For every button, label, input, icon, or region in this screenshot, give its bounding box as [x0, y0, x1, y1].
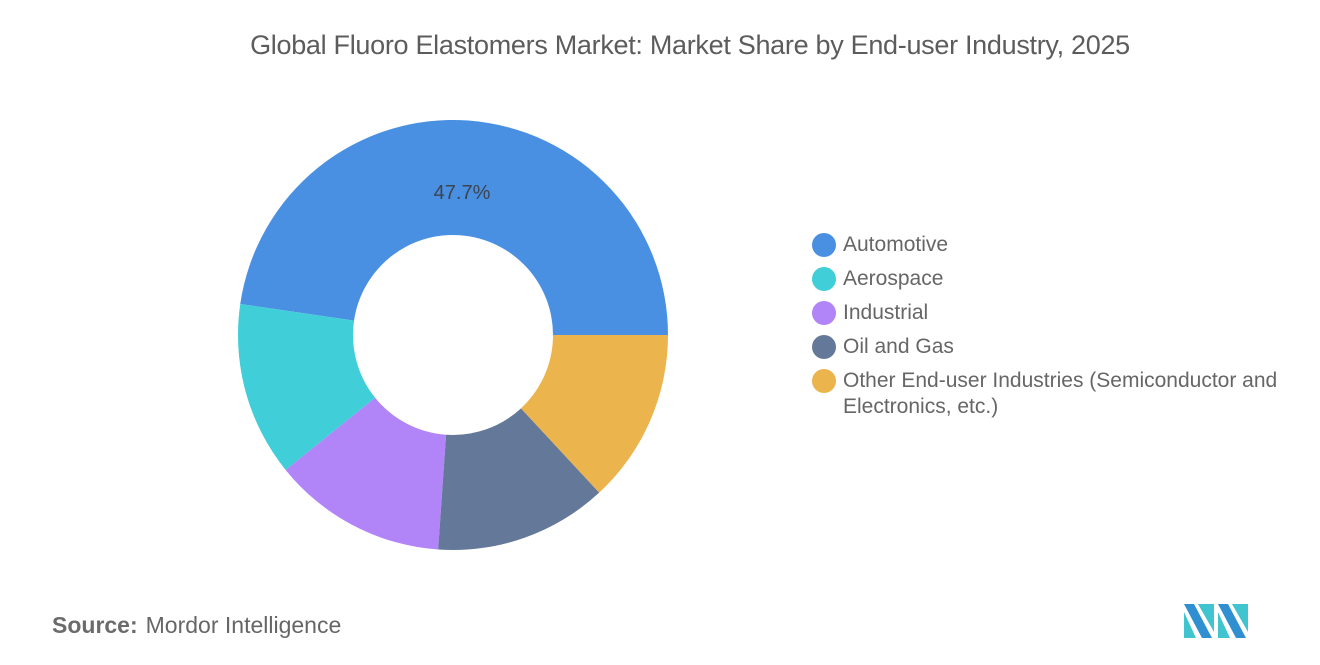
- legend-swatch-icon: [812, 369, 836, 393]
- legend-item-oil-and-gas[interactable]: Oil and Gas: [812, 334, 1282, 360]
- legend-item-automotive[interactable]: Automotive: [812, 232, 1282, 258]
- legend-swatch-icon: [812, 301, 836, 325]
- source-label: Source:: [52, 612, 138, 638]
- data-label-automotive: 47.7%: [434, 182, 491, 204]
- legend-label: Oil and Gas: [843, 335, 954, 358]
- donut-slice-automotive[interactable]: [240, 120, 668, 336]
- legend-swatch-icon: [812, 233, 836, 257]
- donut-slice-aerospace[interactable]: [238, 304, 376, 470]
- mordor-logo-icon: [1184, 604, 1248, 638]
- legend-item-aerospace[interactable]: Aerospace: [812, 266, 1282, 292]
- chart-title: Global Fluoro Elastomers Market: Market …: [250, 30, 1130, 60]
- legend-item-industrial[interactable]: Industrial: [812, 300, 1282, 326]
- legend-label: Industrial: [843, 301, 929, 324]
- legend-label: Aerospace: [843, 267, 944, 290]
- donut-slice-oil[interactable]: [438, 408, 600, 550]
- donut-slice-industrial[interactable]: [285, 397, 447, 550]
- legend-swatch-icon: [812, 267, 836, 291]
- legend-swatch-icon: [812, 335, 836, 359]
- legend: Automotive Aerospace Industrial Oil and …: [812, 232, 1282, 428]
- donut-chart: 47.7%: [238, 120, 668, 550]
- source-value: Mordor Intelligence: [145, 612, 342, 638]
- donut-slice-other[interactable]: [520, 335, 668, 493]
- donut-slices: [238, 120, 668, 550]
- source-note: Source: Mordor Intelligence: [52, 612, 341, 639]
- legend-item-other[interactable]: Other End-user Industries (Semiconductor…: [812, 368, 1282, 420]
- legend-label: Automotive: [843, 233, 949, 256]
- legend-label: Other End-user Industries (Semiconductor…: [843, 369, 1278, 418]
